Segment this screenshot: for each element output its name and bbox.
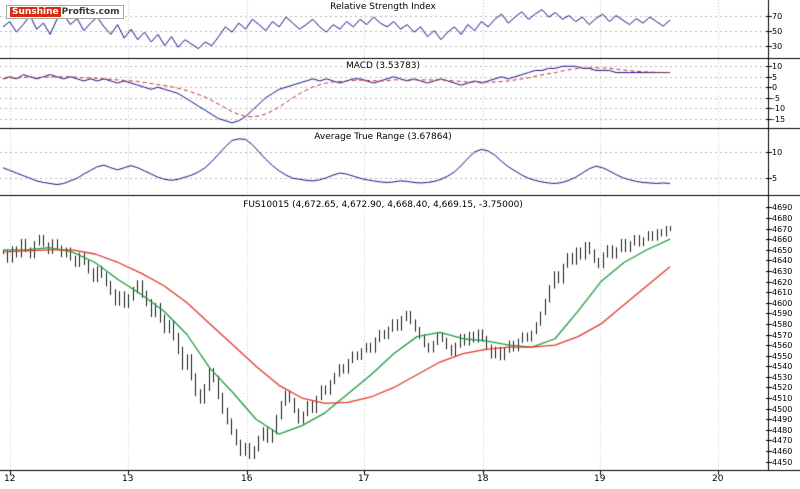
logo-sunshine-text: Sunshine — [10, 7, 61, 17]
sunshine-profits-logo[interactable]: Sunshine Profits.com — [6, 5, 124, 19]
logo-profits-text: Profits.com — [61, 7, 120, 17]
